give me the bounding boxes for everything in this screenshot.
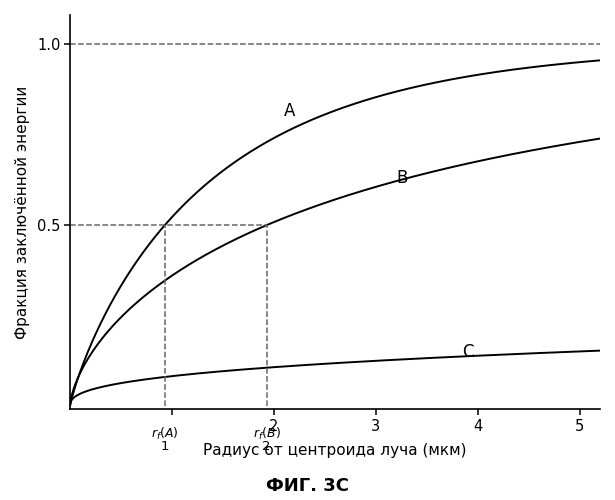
Text: 1: 1 <box>161 440 169 453</box>
Text: ФИГ. 3C: ФИГ. 3C <box>266 477 349 495</box>
Text: C: C <box>462 343 474 361</box>
Text: B: B <box>396 170 408 188</box>
X-axis label: Радиус от центроида луча (мкм): Радиус от центроида луча (мкм) <box>204 442 467 458</box>
Y-axis label: Фракция заключённой энергии: Фракция заключённой энергии <box>15 86 30 339</box>
Text: 2: 2 <box>263 440 271 453</box>
Text: $r_f(A)$: $r_f(A)$ <box>151 426 179 442</box>
Text: $r_f(B)$: $r_f(B)$ <box>253 426 280 442</box>
Text: A: A <box>284 102 295 120</box>
